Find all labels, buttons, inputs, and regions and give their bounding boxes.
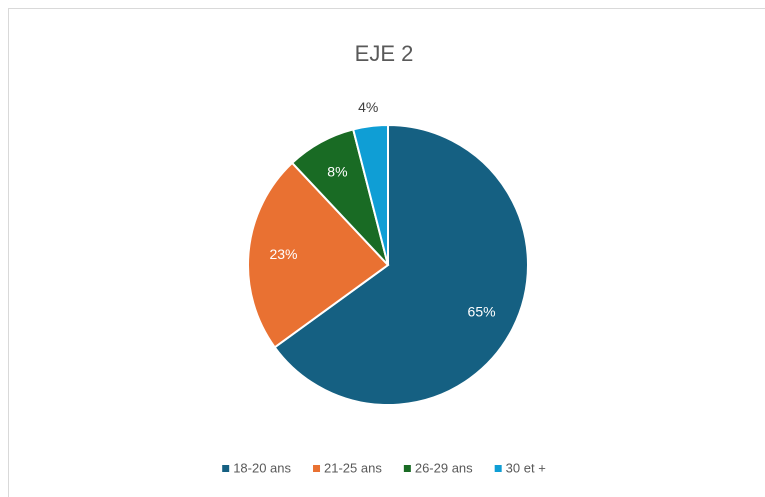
legend-label: 21-25 ans <box>324 460 382 475</box>
chart-title: EJE 2 <box>355 41 414 66</box>
legend-swatch <box>313 465 321 472</box>
legend-swatch <box>403 465 411 472</box>
data-label: 4% <box>358 99 378 115</box>
data-label: 8% <box>327 164 347 180</box>
pie-slice <box>247 161 390 349</box>
legend-label: 26-29 ans <box>415 460 473 475</box>
legend-label: 18-20 ans <box>233 460 291 475</box>
data-label: 65% <box>468 303 496 319</box>
legend-swatch <box>494 465 502 472</box>
pie-slice <box>351 123 389 266</box>
legend-label: 30 et + <box>506 460 546 475</box>
data-label: 23% <box>269 246 297 262</box>
pie-slice <box>273 123 529 406</box>
legend-swatch <box>222 465 230 472</box>
